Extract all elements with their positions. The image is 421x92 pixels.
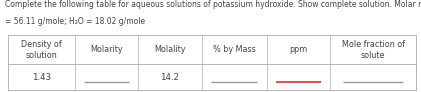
- Text: Mole fraction of
solute: Mole fraction of solute: [341, 40, 405, 60]
- Text: 1.43: 1.43: [32, 73, 51, 82]
- Text: % by Mass: % by Mass: [213, 45, 256, 54]
- Text: Molarity: Molarity: [90, 45, 123, 54]
- Text: Density of
solution: Density of solution: [21, 40, 61, 60]
- Text: Molality: Molality: [154, 45, 186, 54]
- Text: = 56.11 g/mole; H₂O = 18.02 g/mole: = 56.11 g/mole; H₂O = 18.02 g/mole: [5, 17, 146, 26]
- Text: ppm: ppm: [289, 45, 308, 54]
- Text: Complete the following table for aqueous solutions of potassium hydroxide. Show : Complete the following table for aqueous…: [5, 0, 421, 9]
- Text: 14.2: 14.2: [160, 73, 179, 82]
